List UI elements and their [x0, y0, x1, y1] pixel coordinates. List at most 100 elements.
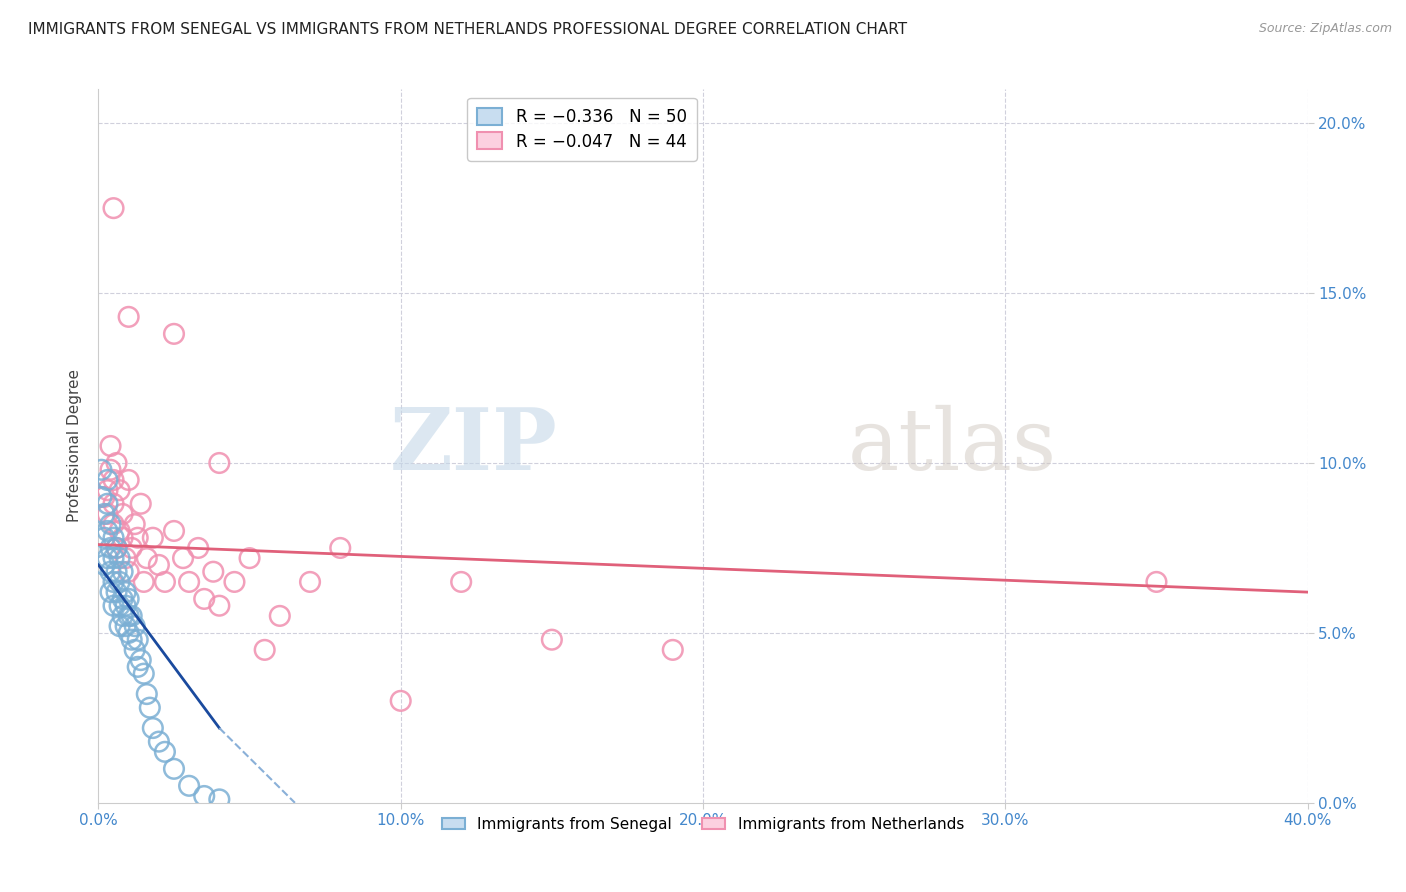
Point [105, 585, 128, 599]
Point [96, 483, 118, 498]
Point [121, 632, 143, 647]
Point [269, 608, 291, 623]
Point [121, 608, 143, 623]
Point [96, 524, 118, 538]
Point [253, 643, 276, 657]
Point [121, 541, 143, 555]
Point [139, 700, 162, 714]
Point [108, 599, 131, 613]
Point [118, 626, 141, 640]
Point [124, 517, 146, 532]
Point [148, 734, 170, 748]
Point [661, 643, 683, 657]
Point [163, 762, 186, 776]
Point [108, 483, 131, 498]
Point [96, 507, 118, 521]
Point [103, 201, 125, 215]
Point [108, 524, 131, 538]
Point [103, 517, 125, 532]
Point [142, 721, 165, 735]
Point [96, 473, 118, 487]
Point [96, 551, 118, 566]
Point [208, 792, 231, 806]
Point [127, 632, 149, 647]
Point [142, 531, 165, 545]
Point [108, 574, 131, 589]
Point [103, 531, 125, 545]
Point [111, 565, 134, 579]
Point [90, 490, 112, 504]
Point [118, 473, 141, 487]
Point [187, 541, 209, 555]
Point [103, 551, 125, 566]
Point [100, 517, 122, 532]
Point [239, 551, 262, 566]
Point [1144, 574, 1167, 589]
Point [135, 551, 157, 566]
Point [127, 531, 149, 545]
Point [111, 608, 134, 623]
Point [299, 574, 322, 589]
Point [153, 745, 176, 759]
Point [118, 608, 141, 623]
Point [132, 666, 155, 681]
Point [105, 456, 128, 470]
Point [105, 565, 128, 579]
Point [100, 463, 122, 477]
Point [114, 551, 136, 566]
Point [163, 524, 186, 538]
Point [172, 551, 194, 566]
Text: Source: ZipAtlas.com: Source: ZipAtlas.com [1258, 22, 1392, 36]
Point [193, 591, 215, 606]
Point [389, 694, 412, 708]
Point [148, 558, 170, 572]
Point [108, 551, 131, 566]
Point [129, 497, 152, 511]
Point [90, 463, 112, 477]
Point [179, 779, 201, 793]
Point [153, 574, 176, 589]
Point [93, 531, 115, 545]
Point [114, 599, 136, 613]
Point [208, 456, 231, 470]
Point [135, 687, 157, 701]
Text: atlas: atlas [848, 404, 1057, 488]
Point [124, 643, 146, 657]
Y-axis label: Professional Degree: Professional Degree [67, 369, 83, 523]
Point [100, 565, 122, 579]
Point [103, 599, 125, 613]
Point [93, 558, 115, 572]
Legend: Immigrants from Senegal, Immigrants from Netherlands: Immigrants from Senegal, Immigrants from… [436, 811, 970, 838]
Point [208, 599, 231, 613]
Point [540, 632, 562, 647]
Text: IMMIGRANTS FROM SENEGAL VS IMMIGRANTS FROM NETHERLANDS PROFESSIONAL DEGREE CORRE: IMMIGRANTS FROM SENEGAL VS IMMIGRANTS FR… [28, 22, 907, 37]
Point [163, 326, 186, 341]
Point [329, 541, 352, 555]
Point [224, 574, 246, 589]
Point [179, 574, 201, 589]
Point [100, 439, 122, 453]
Point [450, 574, 472, 589]
Point [118, 565, 141, 579]
Point [127, 660, 149, 674]
Point [93, 507, 115, 521]
Point [118, 310, 141, 324]
Point [111, 507, 134, 521]
Point [202, 565, 225, 579]
Point [193, 789, 215, 803]
Point [114, 619, 136, 633]
Point [114, 585, 136, 599]
Point [103, 574, 125, 589]
Text: ZIP: ZIP [389, 404, 558, 488]
Point [105, 541, 128, 555]
Point [118, 591, 141, 606]
Point [111, 531, 134, 545]
Point [132, 574, 155, 589]
Point [100, 585, 122, 599]
Point [105, 541, 128, 555]
Point [124, 619, 146, 633]
Point [103, 473, 125, 487]
Point [100, 541, 122, 555]
Point [96, 497, 118, 511]
Point [129, 653, 152, 667]
